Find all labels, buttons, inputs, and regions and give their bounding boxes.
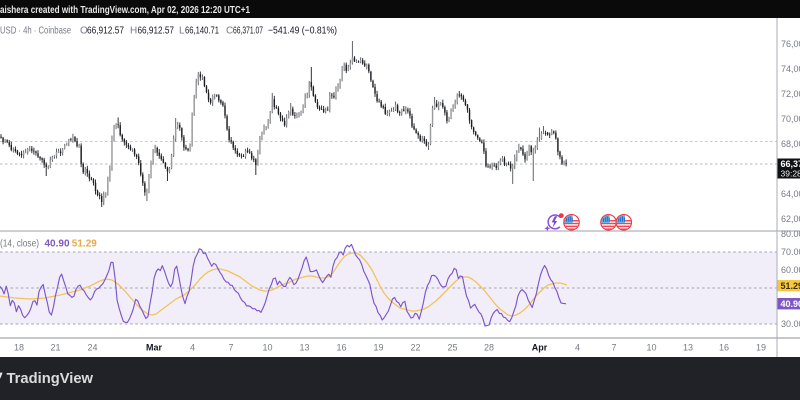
svg-text:aishera created with TradingVi: aishera created with TradingView.com, Ap… xyxy=(0,5,250,16)
svg-text:16: 16 xyxy=(719,343,729,353)
svg-text:USD · 4h · Coinbase: USD · 4h · Coinbase xyxy=(0,25,71,37)
svg-text:72,000.00: 72,000.00 xyxy=(781,89,800,99)
svg-text:39:28: 39:28 xyxy=(781,168,800,178)
svg-text:70.00: 70.00 xyxy=(781,247,800,257)
svg-text:−541.49 (−0.81%): −541.49 (−0.81%) xyxy=(268,26,337,37)
svg-text:21: 21 xyxy=(50,343,60,353)
svg-text:16: 16 xyxy=(336,343,346,353)
svg-text:18: 18 xyxy=(14,343,24,353)
svg-text:40.90: 40.90 xyxy=(781,299,800,309)
svg-text:51.29: 51.29 xyxy=(72,238,97,249)
svg-text:80.00: 80.00 xyxy=(781,229,800,239)
svg-text:51.29: 51.29 xyxy=(781,281,800,291)
svg-text:7: 7 xyxy=(228,343,233,353)
svg-text:13: 13 xyxy=(683,343,693,353)
svg-text:L: L xyxy=(179,26,185,37)
svg-text:68,000.00: 68,000.00 xyxy=(781,139,800,149)
svg-text:70,000.00: 70,000.00 xyxy=(781,114,800,124)
svg-text:74,000.00: 74,000.00 xyxy=(781,64,800,74)
svg-text:O: O xyxy=(80,26,88,37)
svg-text:66,912.57: 66,912.57 xyxy=(87,26,124,37)
svg-text:66,371.07: 66,371.07 xyxy=(233,26,263,37)
svg-text:30.00: 30.00 xyxy=(781,319,800,329)
svg-text:Mar: Mar xyxy=(146,343,163,353)
svg-text:24: 24 xyxy=(87,343,97,353)
svg-text:4: 4 xyxy=(575,343,580,353)
svg-text:76,000.00: 76,000.00 xyxy=(781,39,800,49)
svg-text:4: 4 xyxy=(190,343,195,353)
svg-text:25: 25 xyxy=(447,343,457,353)
svg-text:22: 22 xyxy=(410,343,420,353)
svg-text:28: 28 xyxy=(484,343,494,353)
svg-text:19: 19 xyxy=(756,343,766,353)
svg-text:66,912.57: 66,912.57 xyxy=(138,26,175,37)
svg-text:62,000.00: 62,000.00 xyxy=(781,214,800,224)
svg-text:(14, close): (14, close) xyxy=(0,238,39,249)
svg-text:66,140.71: 66,140.71 xyxy=(185,26,219,37)
svg-text:10: 10 xyxy=(262,343,272,353)
svg-text:TradingView: TradingView xyxy=(7,370,94,387)
svg-text:Apr: Apr xyxy=(532,343,548,353)
svg-text:19: 19 xyxy=(373,343,383,353)
svg-text:66,371: 66,371 xyxy=(781,159,800,169)
svg-text:H: H xyxy=(130,26,137,37)
svg-text:C: C xyxy=(226,26,233,37)
svg-text:64,000.00: 64,000.00 xyxy=(781,189,800,199)
svg-text:40.90: 40.90 xyxy=(45,238,70,249)
svg-text:13: 13 xyxy=(299,343,309,353)
svg-text:7: 7 xyxy=(611,343,616,353)
svg-text:10: 10 xyxy=(646,343,656,353)
svg-text:60.00: 60.00 xyxy=(781,265,800,275)
